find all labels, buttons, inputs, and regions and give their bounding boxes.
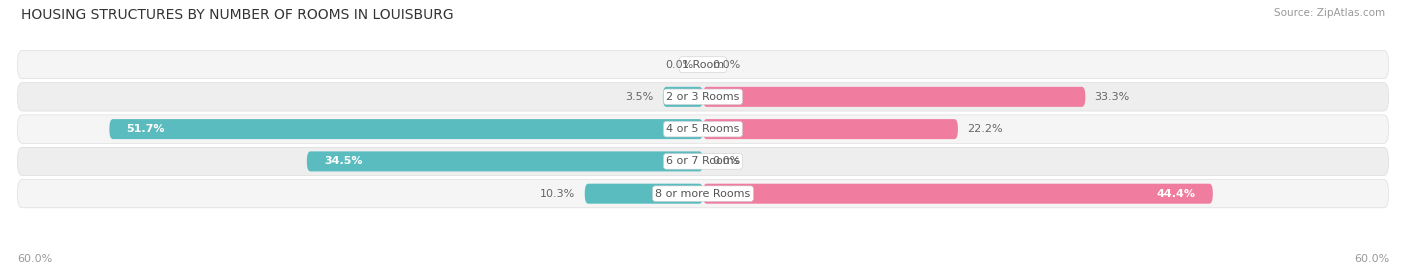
Text: 2 or 3 Rooms: 2 or 3 Rooms (666, 92, 740, 102)
Text: 10.3%: 10.3% (540, 189, 575, 199)
Text: 3.5%: 3.5% (626, 92, 654, 102)
FancyBboxPatch shape (703, 87, 1085, 107)
FancyBboxPatch shape (17, 179, 1389, 208)
Text: 44.4%: 44.4% (1157, 189, 1195, 199)
Text: 0.0%: 0.0% (665, 59, 693, 70)
Text: 22.2%: 22.2% (967, 124, 1002, 134)
Text: 4 or 5 Rooms: 4 or 5 Rooms (666, 124, 740, 134)
FancyBboxPatch shape (17, 147, 1389, 176)
FancyBboxPatch shape (662, 87, 703, 107)
Text: 33.3%: 33.3% (1094, 92, 1130, 102)
FancyBboxPatch shape (703, 119, 957, 139)
FancyBboxPatch shape (110, 119, 703, 139)
FancyBboxPatch shape (703, 184, 1213, 204)
Text: 0.0%: 0.0% (713, 59, 741, 70)
Text: HOUSING STRUCTURES BY NUMBER OF ROOMS IN LOUISBURG: HOUSING STRUCTURES BY NUMBER OF ROOMS IN… (21, 8, 454, 22)
FancyBboxPatch shape (17, 50, 1389, 79)
FancyBboxPatch shape (307, 151, 703, 171)
Text: 60.0%: 60.0% (1354, 254, 1389, 264)
Text: 8 or more Rooms: 8 or more Rooms (655, 189, 751, 199)
FancyBboxPatch shape (17, 115, 1389, 143)
Text: 34.5%: 34.5% (323, 156, 363, 167)
FancyBboxPatch shape (17, 83, 1389, 111)
Text: 6 or 7 Rooms: 6 or 7 Rooms (666, 156, 740, 167)
Text: 0.0%: 0.0% (713, 156, 741, 167)
Text: 51.7%: 51.7% (127, 124, 165, 134)
Text: 1 Room: 1 Room (682, 59, 724, 70)
Text: Source: ZipAtlas.com: Source: ZipAtlas.com (1274, 8, 1385, 18)
Text: 60.0%: 60.0% (17, 254, 52, 264)
FancyBboxPatch shape (585, 184, 703, 204)
